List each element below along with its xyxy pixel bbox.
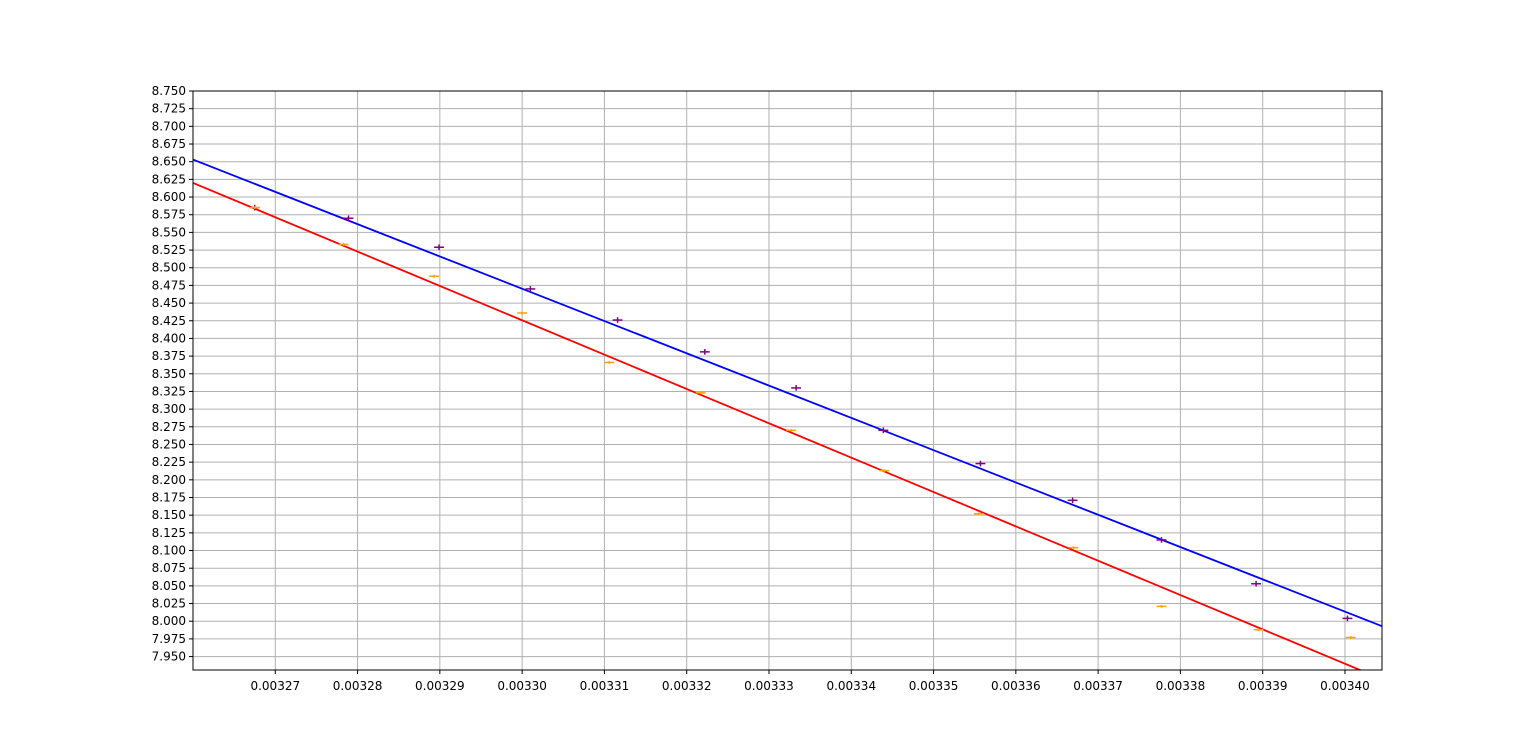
x-tick-label: 0.00329 [415,679,465,693]
data-point [1067,497,1078,504]
y-tick-label: 8.725 [152,102,186,116]
y-tick-label: 8.175 [152,491,186,505]
y-tick-label: 8.125 [152,526,186,540]
plot-frame [192,90,1383,671]
x-axis: 0.00327 0.00328 0.00329 0.00330 0.00331 0.003… [250,670,1370,693]
data-point [975,460,986,467]
y-tick-label: 8.225 [152,455,186,469]
y-tick-label: 8.000 [152,614,186,628]
x-tick-label: 0.00334 [826,679,876,693]
y-tick-label: 8.300 [152,402,186,416]
data-point [612,317,623,323]
data-point [517,311,528,315]
data-point [1345,636,1356,639]
y-tick-label: 8.375 [152,349,186,363]
x-tick-label: 0.00331 [580,679,630,693]
y-tick-label: 8.425 [152,314,186,328]
data-point [429,274,440,278]
data-point [525,286,536,292]
y-tick-label: 8.325 [152,384,186,398]
y-tick-label: 8.100 [152,544,186,558]
y-tick-label: 8.525 [152,243,186,257]
y-tick-label: 8.700 [152,119,186,133]
y-tick-label: 8.150 [152,508,186,522]
x-tick-label: 0.00339 [1238,679,1288,693]
y-tick-label: 8.550 [152,225,186,239]
y-tick-label: 7.950 [152,650,186,664]
y-tick-label: 8.600 [152,190,186,204]
x-tick-label: 0.00336 [991,679,1041,693]
data-point [879,469,890,473]
x-tick-label: 0.00340 [1320,679,1370,693]
x-tick-label: 0.00328 [333,679,383,693]
data-point [786,428,797,432]
data-point [434,244,444,251]
data-point [1068,546,1079,550]
data-point [249,206,260,210]
y-tick-label: 8.750 [152,84,186,98]
data-point [699,349,710,355]
y-tick-label: 8.400 [152,331,186,345]
y-tick-label: 8.675 [152,137,186,151]
x-tick-label: 0.00337 [1073,679,1123,693]
y-tick-label: 8.275 [152,420,186,434]
data-point [1156,604,1167,608]
y-tick-label: 8.500 [152,261,186,275]
data-point [343,215,354,222]
data-point [878,427,889,434]
y-tick-label: 8.250 [152,437,186,451]
y-tick-label: 8.475 [152,278,186,292]
data-point [973,512,984,516]
data-point [791,385,802,391]
y-tick-label: 8.025 [152,597,186,611]
y-tick-label: 8.050 [152,579,186,593]
fit-line-2 [193,158,1382,628]
data-point [695,391,706,395]
data-point [338,242,349,246]
x-tick-label: 0.00330 [497,679,547,693]
data-point [1253,628,1264,632]
x-tick-label: 0.00332 [662,679,712,693]
data-point [1251,580,1262,587]
data-point [604,361,615,364]
y-tick-label: 8.450 [152,296,186,310]
x-tick-label: 0.00333 [744,679,794,693]
y-tick-label: 8.625 [152,172,186,186]
y-tick-label: 8.650 [152,155,186,169]
x-tick-label: 0.00335 [909,679,959,693]
y-axis: 7.950 7.975 8.000 8.025 8.050 8.075 8.100 8.125… [152,84,193,664]
y-tick-label: 8.350 [152,367,186,381]
data-point [1342,615,1353,622]
data-points [249,204,1356,639]
y-tick-label: 8.075 [152,561,186,575]
x-tick-label: 0.00338 [1156,679,1206,693]
y-tick-label: 8.200 [152,473,186,487]
x-tick-label: 0.00327 [250,679,300,693]
y-tick-label: 7.975 [152,632,186,646]
y-tick-label: 8.575 [152,208,186,222]
data-point [1156,537,1167,543]
